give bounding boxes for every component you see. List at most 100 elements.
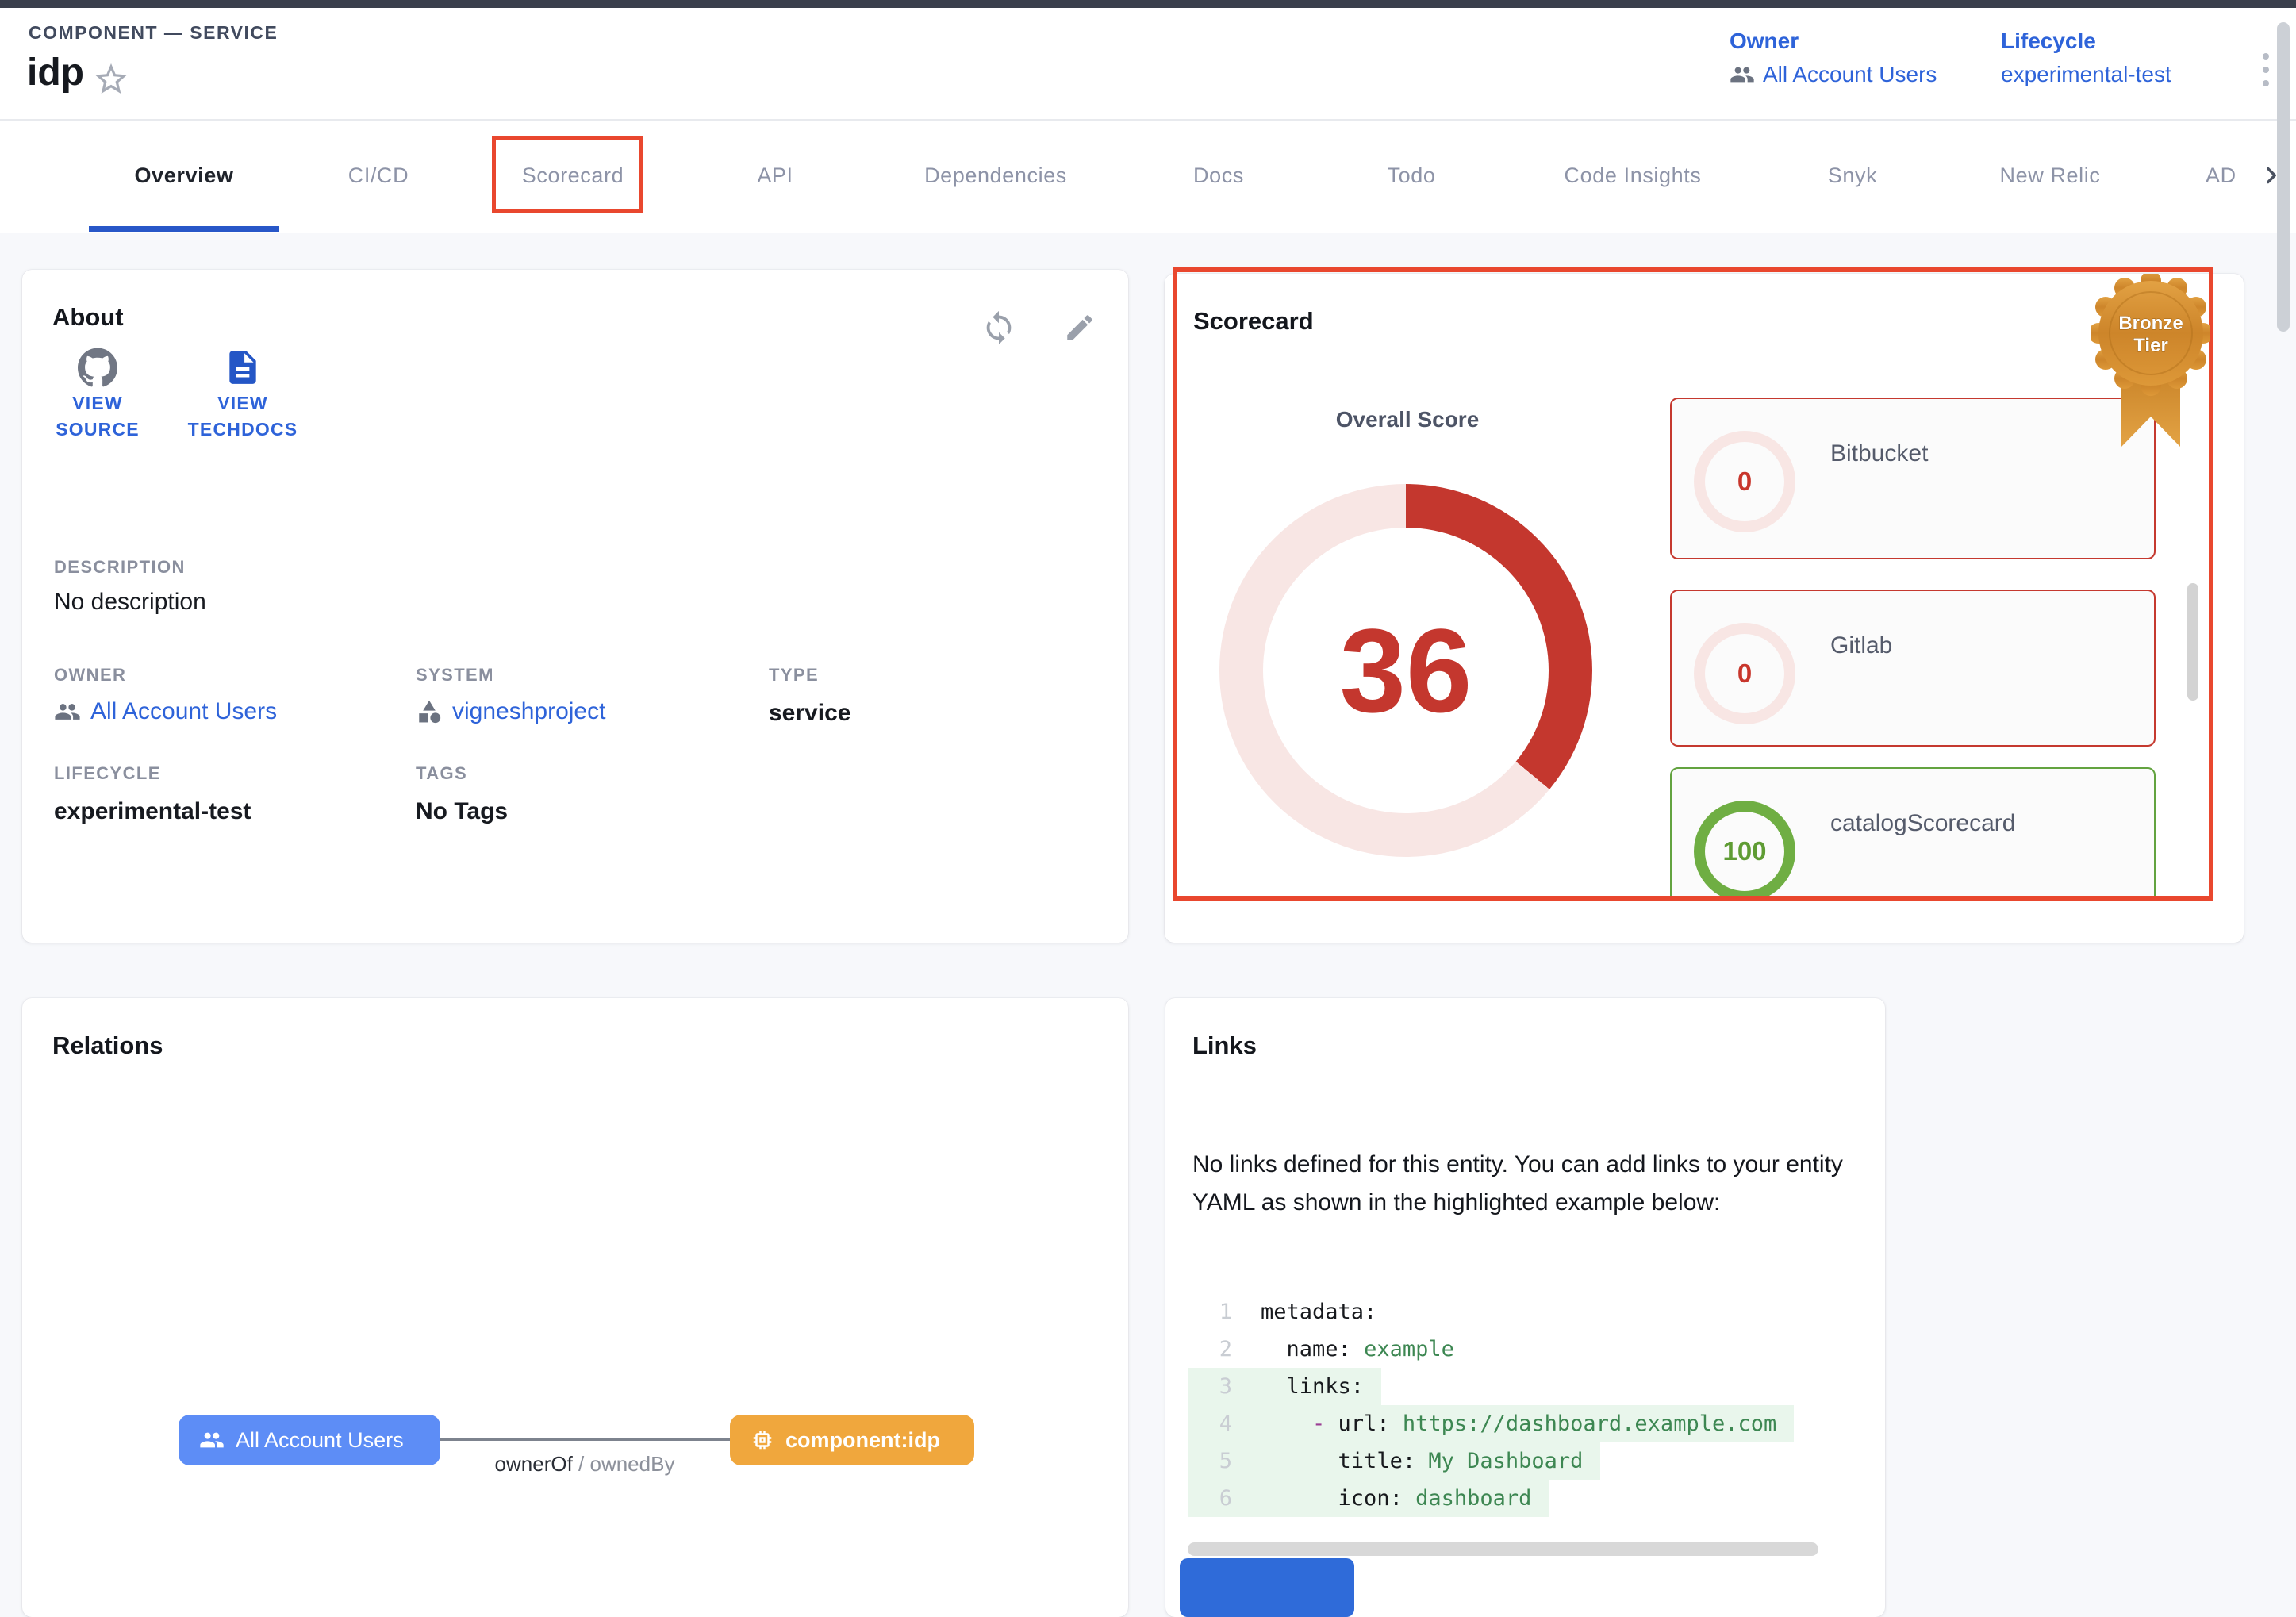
score-name: catalogScorecard — [1830, 810, 2016, 836]
about-card-title: About — [52, 303, 124, 331]
lifecycle-field-label: LIFECYCLE — [54, 763, 161, 783]
badge-label-line1: Bronze — [2118, 313, 2183, 334]
people-icon — [200, 1432, 224, 1448]
score-value: 0 — [1737, 659, 1753, 688]
type-field-value: service — [769, 700, 851, 726]
header-owner: Owner All Account Users — [1730, 29, 1937, 87]
code-line-3: 3 links: — [1188, 1368, 1382, 1405]
owner-label: Owner — [1730, 29, 1799, 53]
view-techdocs-label-line1: VIEW — [217, 393, 268, 413]
edge-label-primary: ownerOf — [494, 1452, 573, 1476]
bronze-tier-badge: Bronze Tier — [2091, 274, 2210, 450]
chevron-right-icon[interactable] — [2258, 162, 2285, 189]
overall-score-value: 36 — [1339, 603, 1472, 737]
tab-code-insights[interactable]: Code Insights — [1564, 163, 1702, 187]
owner-field-label: OWNER — [54, 665, 127, 685]
scorecard-card: Scorecard Overall Score 36 0 Bitbucket 0… — [1165, 274, 2244, 943]
breadcrumb: COMPONENT — SERVICE — [29, 22, 278, 43]
code-line-4: 4 - url: https://dashboard.example.com — [1188, 1405, 1795, 1442]
view-source-button[interactable]: VIEW SOURCE — [46, 348, 149, 444]
score-donut: 0 — [1694, 623, 1795, 724]
owner-field-value: All Account Users — [90, 698, 278, 724]
favorite-star-icon[interactable] — [92, 60, 130, 98]
lifecycle-label: Lifecycle — [2001, 29, 2096, 53]
header-lifecycle: Lifecycle experimental-test — [2001, 29, 2171, 87]
system-entity-link[interactable]: vigneshproject — [416, 698, 605, 725]
active-tab-indicator — [89, 226, 279, 232]
edge-label-secondary: ownedBy — [589, 1452, 675, 1476]
tags-field-label: TAGS — [416, 763, 468, 783]
page-title: idp — [27, 52, 84, 94]
chip-icon — [753, 1431, 772, 1450]
yaml-code-block: 1 metadata: 2 name: example 3 links: 4 - … — [1188, 1293, 1864, 1541]
scorecard-list: 0 Bitbucket 0 Gitlab 100 catalogScorecar… — [1670, 385, 2179, 901]
graph-node-component[interactable]: component:idp — [730, 1415, 974, 1465]
tab-api[interactable]: API — [757, 163, 793, 187]
code-line-5: 5 title: My Dashboard — [1188, 1442, 1601, 1480]
links-card-title: Links — [1192, 1031, 1257, 1059]
view-source-label-line2: SOURCE — [56, 419, 140, 440]
badge-rosette — [2091, 274, 2210, 396]
view-source-label-line1: VIEW — [72, 393, 123, 413]
pencil-icon[interactable] — [1063, 311, 1101, 349]
scorecard-card-title: Scorecard — [1193, 307, 1314, 335]
tab-scorecard[interactable]: Scorecard — [521, 163, 624, 187]
scorecard-item-catalogscorecard[interactable]: 100 catalogScorecard — [1670, 767, 2156, 901]
scorecard-list-scrollbar[interactable] — [2187, 583, 2198, 701]
overall-score-gauge: 36 — [1219, 484, 1592, 857]
description-label: DESCRIPTION — [54, 557, 186, 577]
links-action-button[interactable] — [1180, 1558, 1354, 1617]
page-header — [0, 8, 2296, 233]
owner-value: All Account Users — [1763, 62, 1937, 86]
graph-node-owner[interactable]: All Account Users — [179, 1415, 440, 1465]
score-name: Gitlab — [1830, 632, 1893, 659]
code-line-6: 6 icon: dashboard — [1188, 1480, 1549, 1517]
links-empty-text: No links defined for this entity. You ca… — [1192, 1151, 1843, 1216]
graph-node-component-label: component:idp — [785, 1427, 940, 1452]
graph-node-owner-label: All Account Users — [236, 1427, 404, 1452]
top-accent-bar — [0, 0, 2296, 8]
system-field-label: SYSTEM — [416, 665, 494, 685]
code-horizontal-scrollbar[interactable] — [1188, 1542, 1818, 1556]
owner-entity-link[interactable]: All Account Users — [54, 698, 277, 725]
score-donut: 100 — [1694, 801, 1795, 901]
scorecard-item-gitlab[interactable]: 0 Gitlab — [1670, 590, 2156, 747]
relation-edge-label: ownerOf / ownedBy — [466, 1452, 704, 1477]
refresh-icon[interactable] — [981, 309, 1019, 348]
view-techdocs-button[interactable]: VIEW TECHDOCS — [163, 348, 322, 444]
relations-card-title: Relations — [52, 1031, 163, 1059]
tab-todo[interactable]: Todo — [1387, 163, 1436, 187]
page-scrollbar[interactable] — [2277, 22, 2290, 332]
lifecycle-field-value: experimental-test — [54, 798, 251, 824]
tab-cicd[interactable]: CI/CD — [347, 163, 409, 187]
tab-new-relic[interactable]: New Relic — [1999, 163, 2101, 187]
tab-dependencies[interactable]: Dependencies — [924, 163, 1067, 187]
owner-link[interactable]: All Account Users — [1730, 62, 1937, 87]
relations-card: Relations ownerOf / ownedBy All Account … — [22, 998, 1128, 1617]
about-card: About VIEW SOURCE VIEW TECHDOCS DESCRIPT… — [22, 270, 1128, 943]
badge-label-line2: Tier — [2133, 335, 2168, 356]
type-field-label: TYPE — [769, 665, 820, 685]
people-icon — [1730, 67, 1754, 83]
tags-field-value: No Tags — [416, 798, 509, 824]
links-card: Links No links defined for this entity. … — [1165, 998, 1885, 1617]
tab-overview[interactable]: Overview — [134, 163, 234, 187]
edge-label-separator: / — [572, 1452, 590, 1476]
code-line-2: 2 name: example — [1219, 1337, 1454, 1362]
score-name: Bitbucket — [1830, 440, 1929, 467]
tab-docs[interactable]: Docs — [1193, 163, 1244, 187]
kebab-menu-icon[interactable] — [2250, 44, 2282, 95]
people-icon — [55, 704, 80, 720]
github-icon — [78, 348, 117, 387]
score-donut: 0 — [1694, 431, 1795, 532]
score-value: 100 — [1722, 836, 1767, 866]
overall-score-label: Overall Score — [1335, 407, 1480, 432]
score-value: 0 — [1737, 467, 1753, 496]
scorecard-item-bitbucket[interactable]: 0 Bitbucket — [1670, 398, 2156, 559]
relation-edge — [440, 1438, 730, 1441]
description-value: No description — [54, 589, 206, 615]
document-icon — [229, 351, 256, 384]
code-line-1: 1 metadata: — [1219, 1300, 1377, 1324]
tab-overflow-truncated[interactable]: AD — [2206, 163, 2236, 187]
tab-snyk[interactable]: Snyk — [1827, 163, 1878, 187]
